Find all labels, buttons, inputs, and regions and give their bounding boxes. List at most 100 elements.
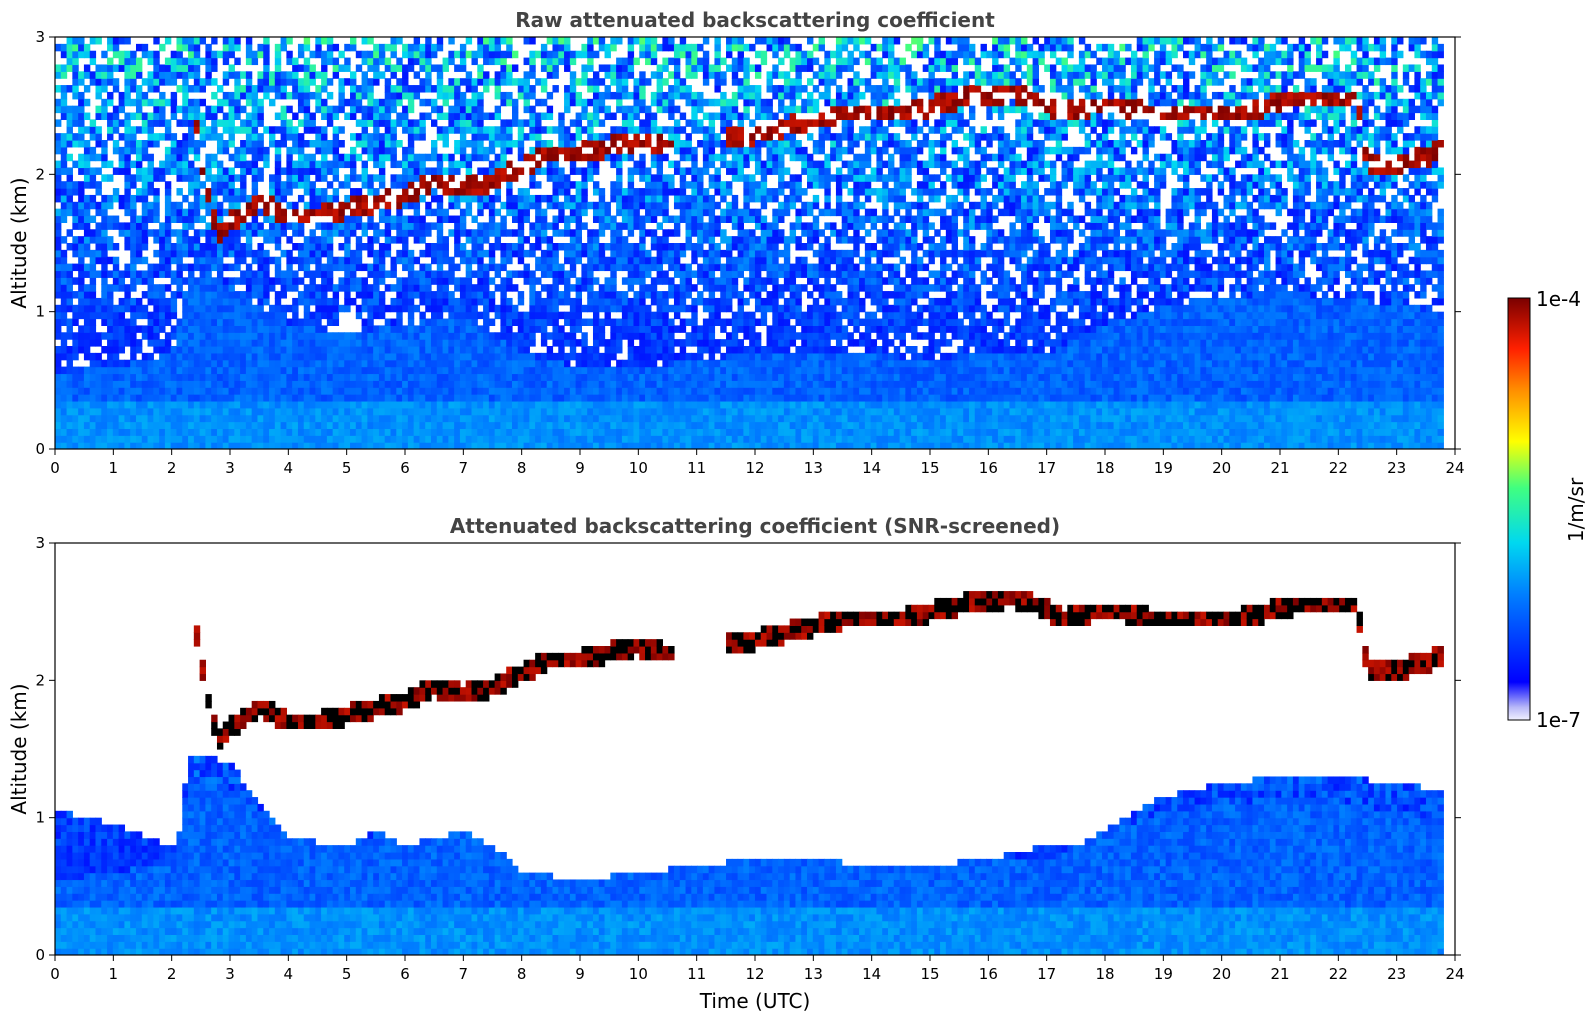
heatmap-cell <box>459 346 467 354</box>
heatmap-cell <box>315 414 322 423</box>
heatmap-cell <box>216 284 224 292</box>
heatmap-cell <box>564 43 571 52</box>
heatmap-cell <box>500 146 507 155</box>
heatmap-cell <box>558 400 565 409</box>
heatmap-cell <box>135 153 143 162</box>
heatmap-cell <box>540 414 548 423</box>
heatmap-cell <box>407 311 415 320</box>
heatmap-cell <box>55 270 62 278</box>
heatmap-cell <box>344 112 351 120</box>
heatmap-cell <box>182 229 189 237</box>
heatmap-cell <box>598 153 606 162</box>
heatmap-cell <box>205 236 212 244</box>
heatmap-cell <box>257 359 264 368</box>
heatmap-cell <box>101 64 108 72</box>
heatmap-cell <box>448 394 455 402</box>
heatmap-cell <box>303 215 311 223</box>
heatmap-cell <box>384 325 392 333</box>
heatmap-cell <box>274 160 282 169</box>
heatmap-cell <box>315 133 322 141</box>
heatmap-cell <box>101 146 108 155</box>
heatmap-cell <box>621 304 629 313</box>
heatmap-cell <box>309 400 316 409</box>
heatmap-cell <box>373 325 380 333</box>
heatmap-cell <box>280 318 287 326</box>
heatmap-cell <box>616 435 623 443</box>
heatmap-cell <box>55 428 62 436</box>
heatmap-cell <box>83 50 91 59</box>
heatmap-cell <box>616 442 623 449</box>
heatmap-cell <box>188 394 195 402</box>
heatmap-cell <box>188 133 195 141</box>
heatmap-cell <box>650 112 658 120</box>
heatmap-cell <box>564 85 571 93</box>
heatmap-cell <box>535 325 542 333</box>
heatmap-cell <box>639 126 646 134</box>
heatmap-cell <box>535 400 542 409</box>
heatmap-cell <box>448 400 455 409</box>
heatmap-cell <box>645 126 652 134</box>
heatmap-cell <box>211 50 218 59</box>
heatmap-cell <box>616 346 623 354</box>
heatmap-cell <box>477 37 484 45</box>
heatmap-cell <box>60 105 68 114</box>
heatmap-cell <box>627 43 635 52</box>
heatmap-cell <box>540 318 548 326</box>
heatmap-cell <box>350 263 357 272</box>
heatmap-cell <box>506 181 513 189</box>
heatmap-cell <box>350 414 357 423</box>
heatmap-cell <box>488 421 496 429</box>
heatmap-cell <box>147 352 154 361</box>
heatmap-cell <box>332 105 340 114</box>
heatmap-cell <box>188 387 195 395</box>
heatmap-cell <box>338 366 345 375</box>
heatmap-cell <box>344 270 351 278</box>
heatmap-cell <box>390 366 397 375</box>
heatmap-cell <box>332 359 340 368</box>
heatmap-cell <box>251 215 259 223</box>
heatmap-cell <box>442 98 449 107</box>
heatmap-cell <box>338 421 345 429</box>
heatmap-cell <box>413 174 421 182</box>
heatmap-cell <box>89 194 97 203</box>
heatmap-cell <box>280 291 287 299</box>
heatmap-cell <box>188 98 195 107</box>
heatmap-cell <box>170 229 178 237</box>
heatmap-cell <box>506 160 513 169</box>
heatmap-cell <box>332 229 340 237</box>
heatmap-cell <box>378 229 386 237</box>
heatmap-cell <box>431 64 438 72</box>
heatmap-cell <box>488 428 496 436</box>
heatmap-cell <box>95 37 102 45</box>
heatmap-cell <box>147 297 154 306</box>
heatmap-cell <box>535 194 542 203</box>
heatmap-cell <box>506 407 513 416</box>
heatmap-cell <box>95 249 102 258</box>
heatmap-cell <box>344 174 351 182</box>
heatmap-cell <box>384 400 392 409</box>
heatmap-cell <box>60 133 68 141</box>
heatmap-cell <box>355 428 363 436</box>
heatmap-cell <box>488 194 496 203</box>
heatmap-cell <box>350 174 357 182</box>
heatmap-cell <box>581 380 588 388</box>
heatmap-cell <box>396 208 403 217</box>
heatmap-cell <box>471 339 478 347</box>
heatmap-cell <box>107 332 114 340</box>
heatmap-cell <box>245 407 253 416</box>
heatmap-cell <box>141 153 149 162</box>
heatmap-cell <box>286 428 293 436</box>
heatmap-cell <box>274 208 282 217</box>
heatmap-cell <box>188 277 195 285</box>
heatmap-cell <box>621 64 629 72</box>
heatmap-cell <box>419 359 426 368</box>
heatmap-cell <box>506 50 513 59</box>
heatmap-cell <box>344 98 351 107</box>
heatmap-cell <box>575 325 583 333</box>
heatmap-cell <box>396 222 403 230</box>
heatmap-cell <box>494 37 502 45</box>
heatmap-cell <box>344 194 351 203</box>
heatmap-cell <box>257 119 264 127</box>
heatmap-cell <box>569 140 577 148</box>
heatmap-cell <box>529 407 536 416</box>
